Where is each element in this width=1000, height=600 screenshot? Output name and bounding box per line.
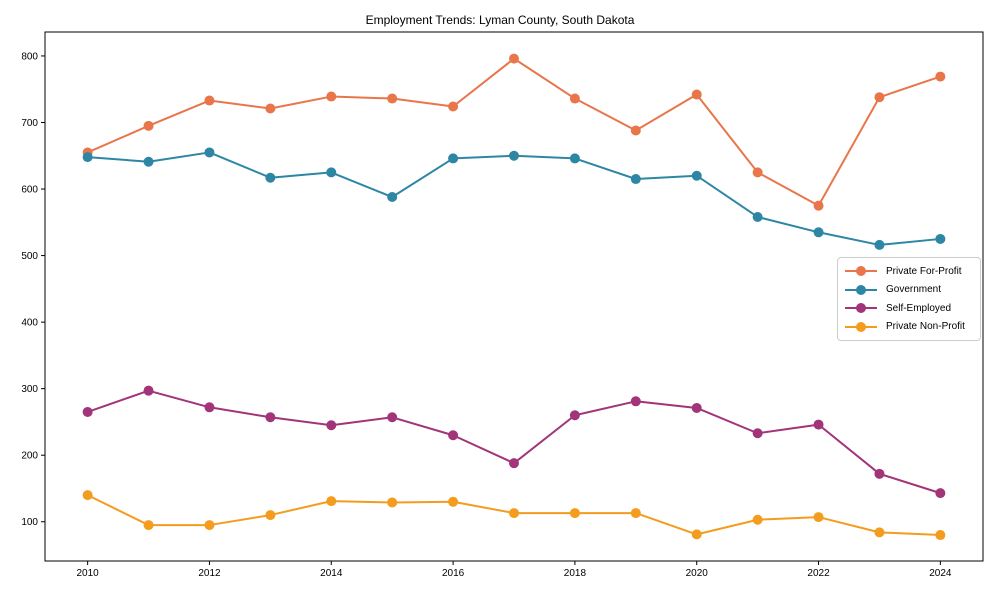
x-tick-label: 2020 <box>686 568 709 579</box>
data-point <box>752 428 763 439</box>
data-point <box>752 514 763 525</box>
data-point <box>448 496 459 507</box>
data-point <box>509 150 519 161</box>
data-point <box>82 490 93 501</box>
data-point <box>326 167 337 178</box>
y-tick-label: 400 <box>21 318 38 329</box>
data-point <box>204 520 215 531</box>
data-point <box>448 153 459 164</box>
data-point <box>204 402 215 413</box>
chart-title: Employment Trends: Lyman County, South D… <box>365 13 635 27</box>
legend-label: Private Non-Profit <box>886 321 965 333</box>
x-tick-label: 2010 <box>77 568 100 579</box>
x-tick-label: 2024 <box>929 568 952 579</box>
data-point <box>874 239 885 250</box>
data-point <box>509 458 519 469</box>
data-point <box>509 508 519 519</box>
plot-border <box>44 31 984 562</box>
data-point <box>813 200 824 211</box>
legend-item: Self-Employed <box>844 299 974 318</box>
y-tick-label: 800 <box>21 51 38 62</box>
series-line <box>86 151 942 246</box>
data-point <box>691 89 702 100</box>
data-point <box>387 412 398 423</box>
legend-item: Private For-Profit <box>844 262 974 281</box>
data-point <box>813 227 824 238</box>
data-point <box>82 152 93 163</box>
data-point <box>630 508 641 519</box>
data-point <box>448 101 459 112</box>
data-point <box>569 508 580 519</box>
x-tick-label: 2014 <box>320 568 343 579</box>
data-point <box>935 530 946 541</box>
data-point <box>143 156 154 167</box>
y-tick-label: 300 <box>21 384 38 395</box>
data-point <box>630 174 641 185</box>
data-point <box>569 410 580 421</box>
data-point <box>691 529 702 540</box>
data-point <box>265 172 276 183</box>
data-point <box>874 468 885 479</box>
data-point <box>691 170 702 181</box>
data-point <box>691 402 702 413</box>
data-point <box>265 510 276 521</box>
data-point <box>752 211 763 222</box>
x-tick-label: 2022 <box>807 568 830 579</box>
data-point <box>265 412 276 423</box>
data-point <box>387 192 398 203</box>
data-point <box>813 419 824 430</box>
y-tick-label: 200 <box>21 451 38 462</box>
data-point <box>509 53 519 64</box>
y-tick-label: 500 <box>21 251 38 262</box>
data-point <box>204 95 215 106</box>
x-tick-label: 2012 <box>198 568 221 579</box>
y-tick-label: 700 <box>21 118 38 129</box>
legend: Private For-Profit Government Self-Employe… <box>837 257 981 341</box>
series-line <box>86 389 942 495</box>
data-point <box>813 512 824 523</box>
x-tick-label: 2018 <box>564 568 587 579</box>
data-point <box>82 406 93 417</box>
legend-line-marker-icon <box>845 284 877 295</box>
data-point <box>630 125 641 136</box>
data-point <box>935 233 946 244</box>
legend-item: Government <box>844 281 974 300</box>
legend-label: Government <box>886 284 942 296</box>
data-point <box>569 153 580 164</box>
x-tick-label: 2016 <box>442 568 465 579</box>
data-point <box>143 120 154 131</box>
data-point <box>326 420 337 431</box>
data-point <box>204 147 215 158</box>
data-point <box>752 167 763 178</box>
data-point <box>143 385 154 396</box>
legend-line-marker-icon <box>845 266 877 277</box>
data-point <box>387 93 398 104</box>
data-point <box>326 91 337 102</box>
legend-line-marker-icon <box>845 303 877 314</box>
legend-label: Self-Employed <box>886 302 952 314</box>
data-point <box>935 71 946 82</box>
data-point <box>874 527 885 538</box>
legend-item: Private Non-Profit <box>844 318 974 337</box>
series-line <box>86 57 942 207</box>
data-point <box>265 103 276 114</box>
data-point <box>387 497 398 508</box>
data-point <box>143 520 154 531</box>
data-point <box>874 92 885 103</box>
data-point <box>630 396 641 407</box>
legend-label: Private For-Profit <box>886 265 962 277</box>
y-tick-label: 100 <box>21 517 38 528</box>
data-point <box>326 496 337 507</box>
data-point <box>935 488 946 499</box>
data-point <box>569 93 580 104</box>
legend-line-marker-icon <box>845 321 877 332</box>
data-point <box>448 430 459 441</box>
y-tick-label: 600 <box>21 185 38 196</box>
